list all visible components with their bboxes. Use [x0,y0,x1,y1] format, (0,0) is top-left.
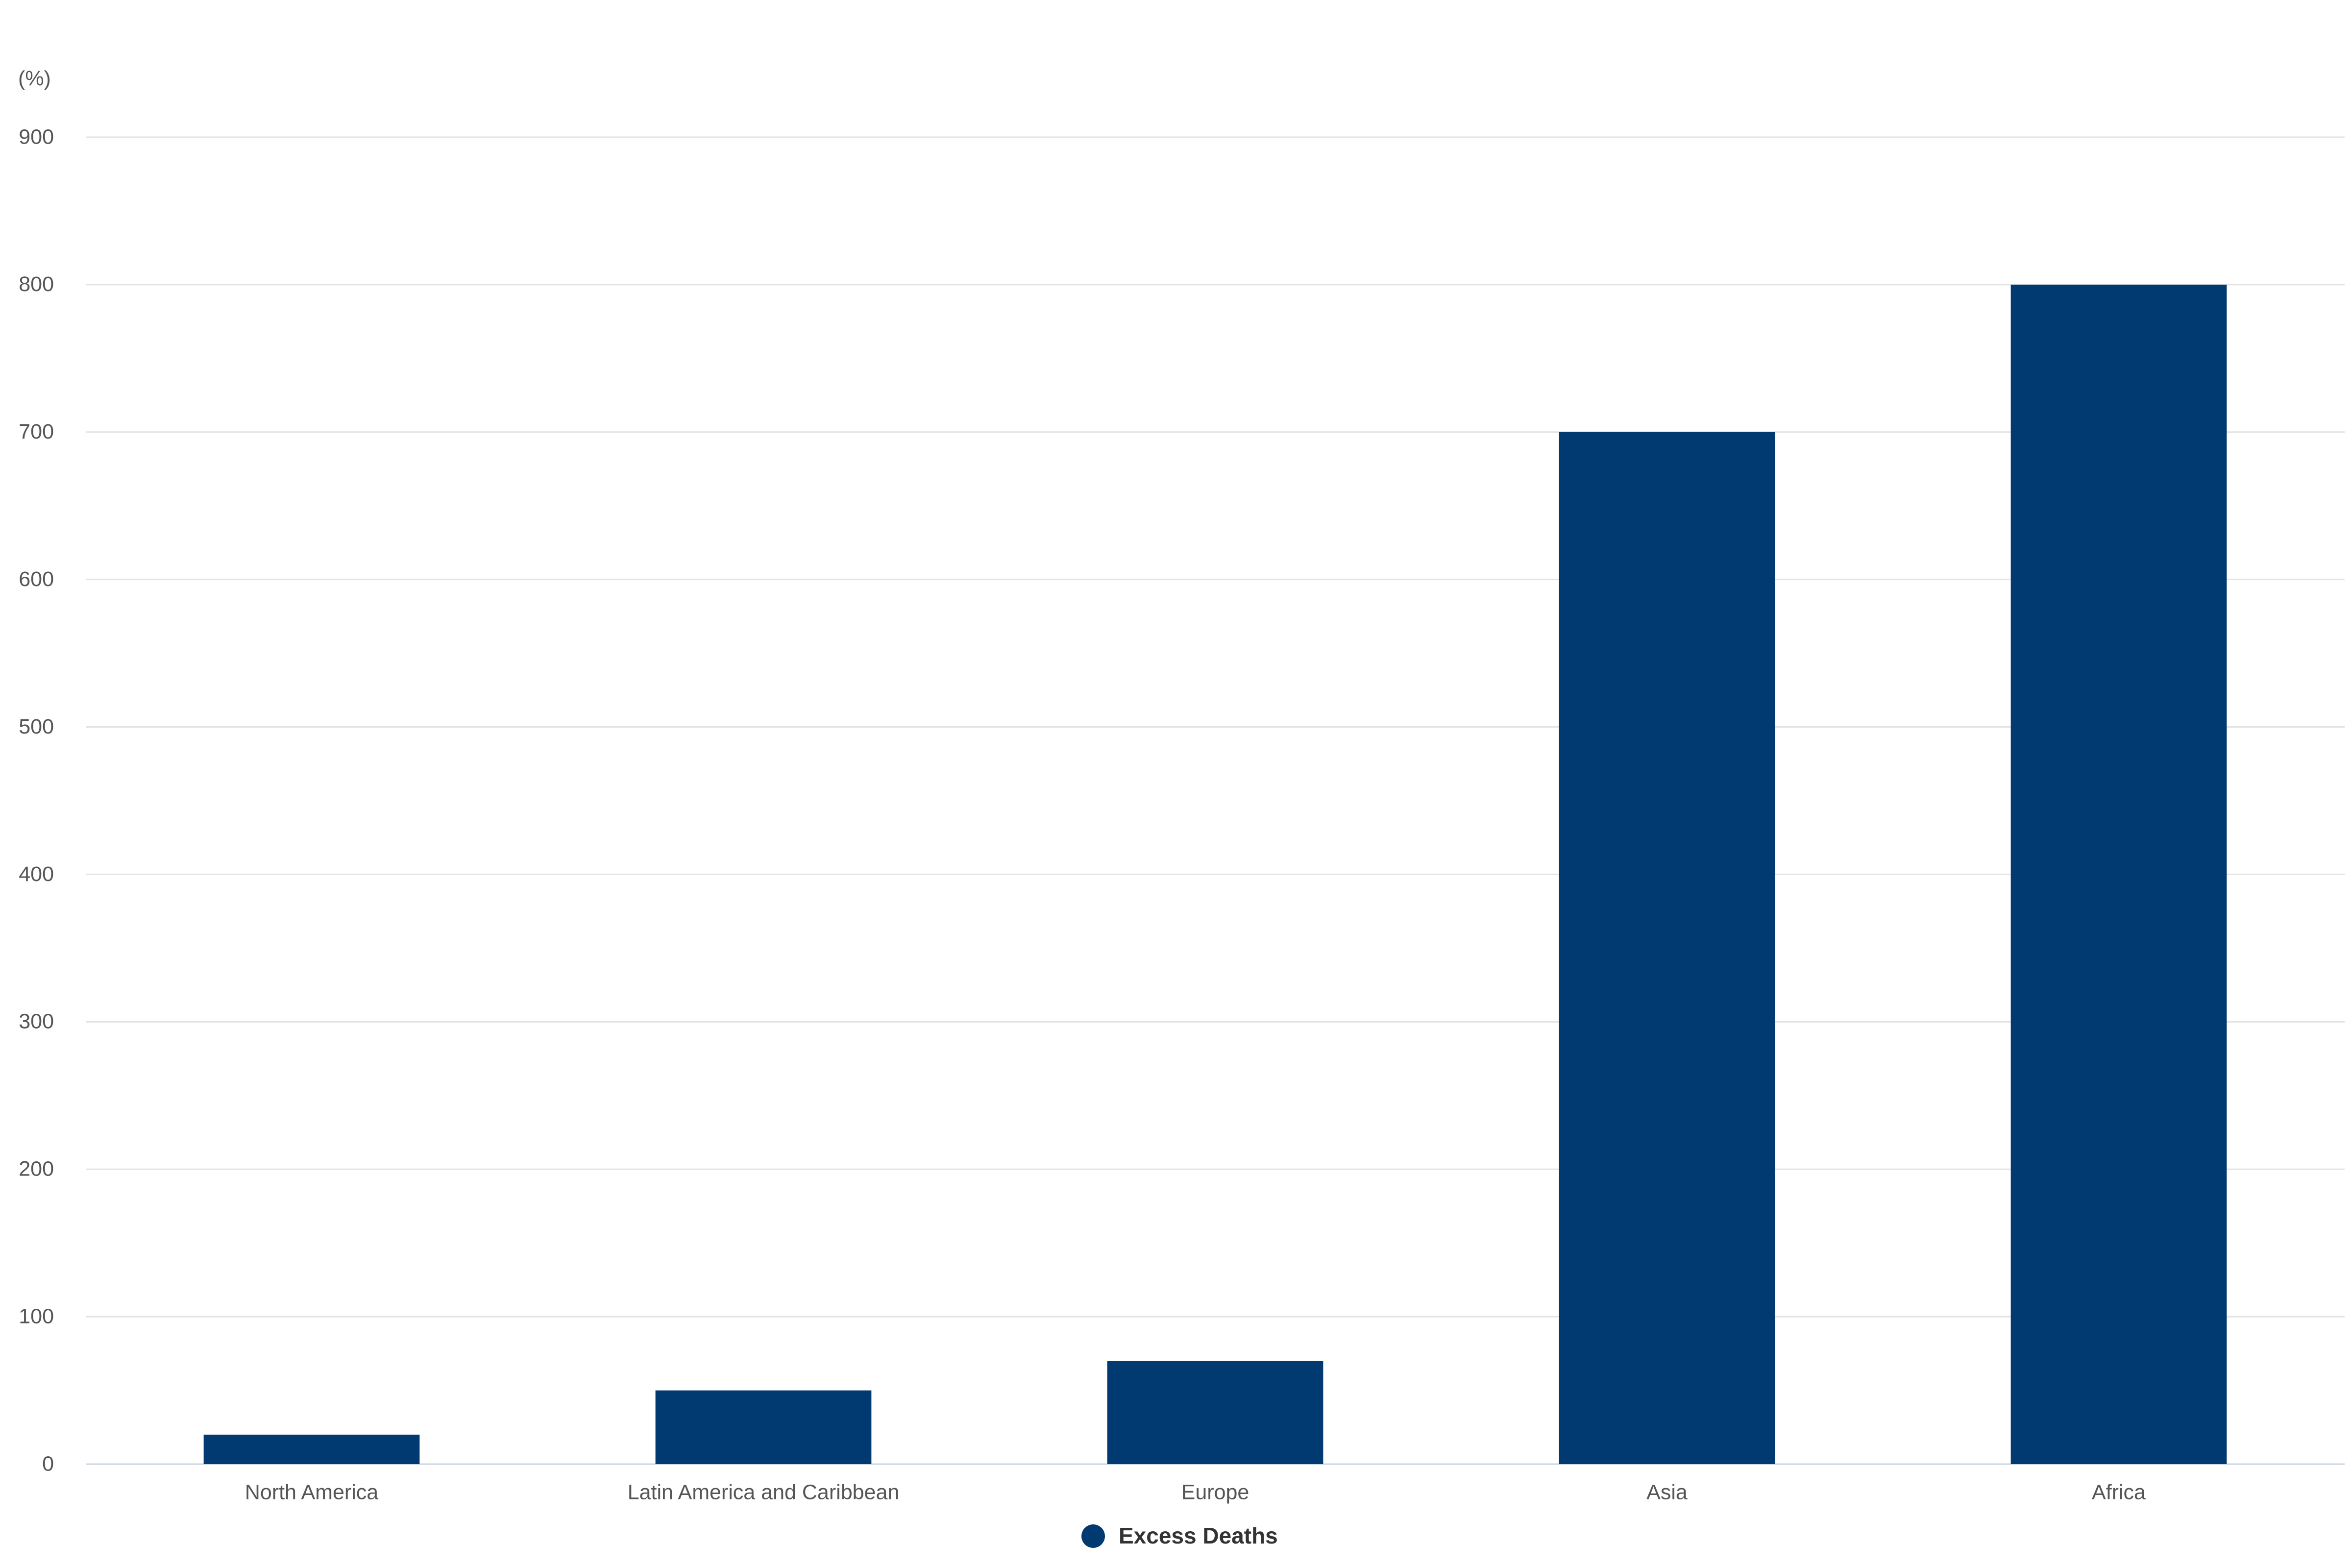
y-tick-label: 100 [19,1304,54,1328]
bar [203,1434,420,1464]
y-axis-label: (%) [18,67,51,90]
y-tick-label: 600 [19,567,54,591]
legend-marker [1081,1524,1105,1548]
y-tick-label: 300 [19,1010,54,1033]
bar [1559,432,1775,1464]
x-tick-label: Europe [1181,1480,1250,1504]
bar [655,1390,872,1464]
y-tick-label: 700 [19,420,54,443]
x-tick-label: Africa [2092,1480,2146,1504]
y-tick-label: 400 [19,862,54,886]
bar [2010,284,2227,1464]
y-tick-label: 500 [19,715,54,738]
y-tick-label: 200 [19,1157,54,1181]
x-tick-label: North America [245,1480,379,1504]
x-tick-label: Latin America and Caribbean [628,1480,900,1504]
x-tick-label: Asia [1646,1480,1688,1504]
legend-label: Excess Deaths [1119,1523,1278,1548]
bar [1107,1361,1323,1464]
y-tick-label: 900 [19,125,54,148]
y-tick-label: 800 [19,272,54,296]
y-tick-label: 0 [42,1452,54,1475]
